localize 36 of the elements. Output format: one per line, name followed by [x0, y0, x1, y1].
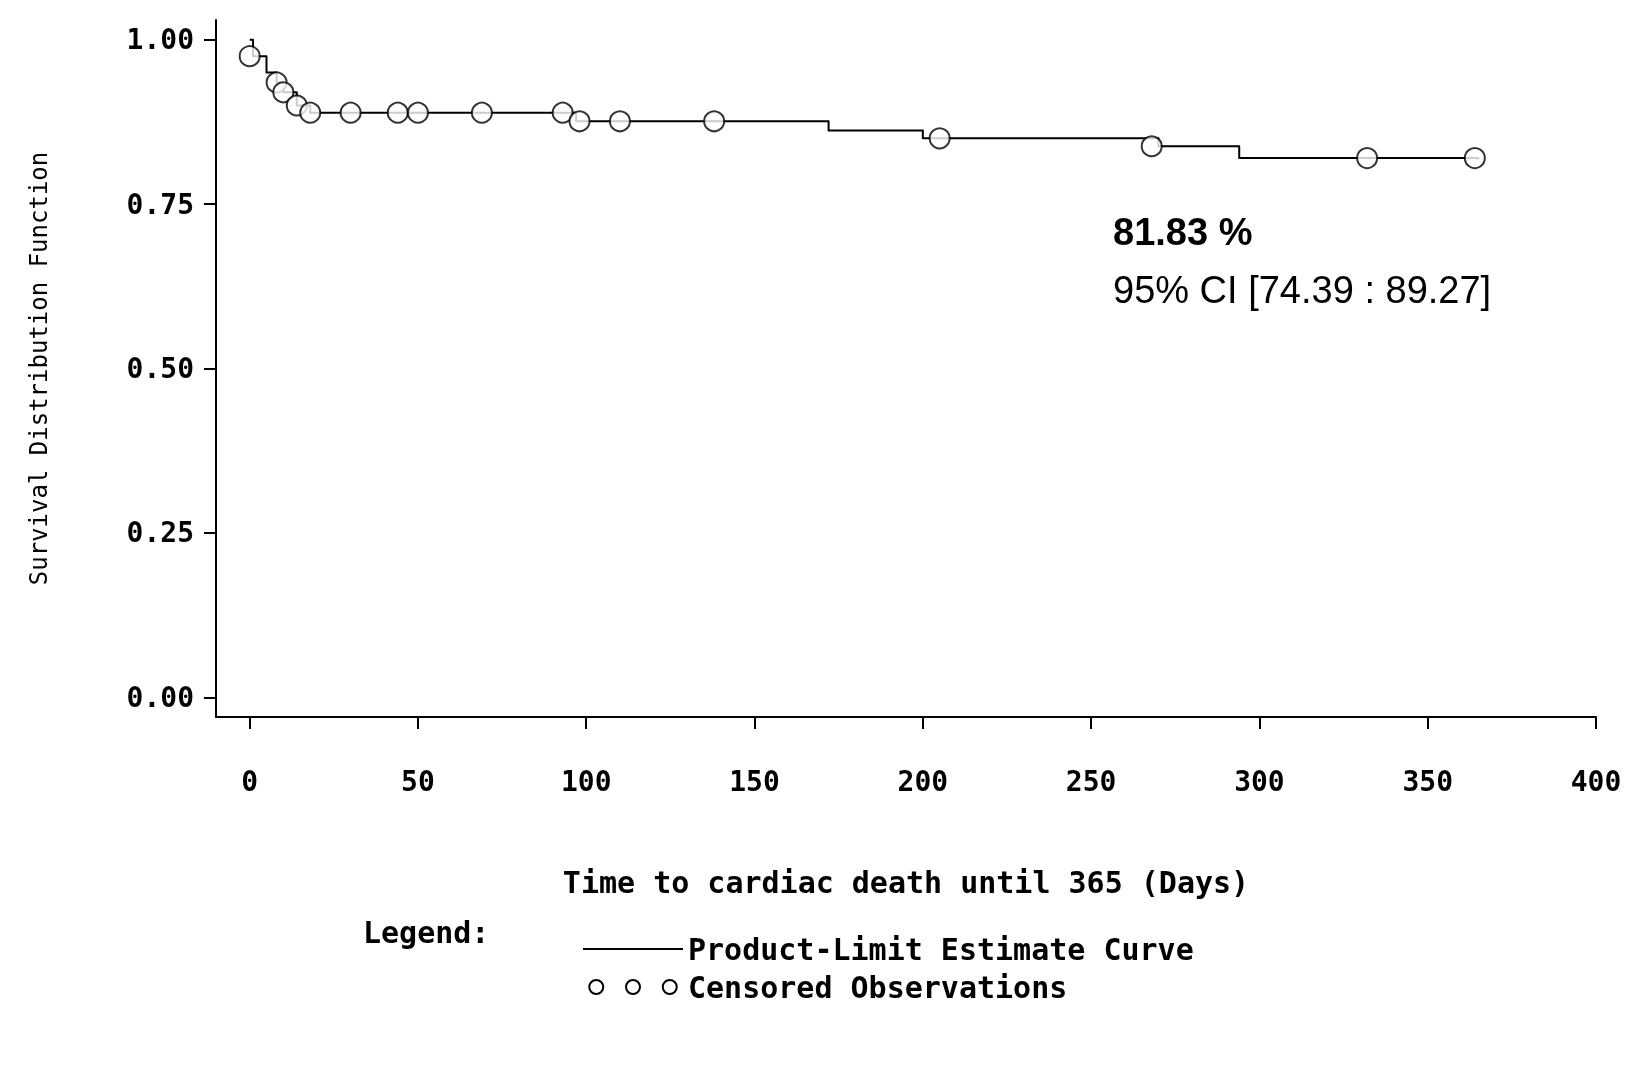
- point: [928, 127, 951, 150]
- annotation: 81.83 %: [1113, 211, 1253, 253]
- y-tick-label: 0.50: [126, 352, 194, 385]
- point: [299, 101, 322, 124]
- point: [551, 101, 574, 124]
- point: [1140, 135, 1163, 158]
- x-tick-label: 0: [241, 764, 259, 798]
- x-tick-label: 250: [1065, 764, 1117, 798]
- legend-label: Product-Limit Estimate Curve: [688, 931, 1194, 967]
- legend-title: Legend:: [363, 914, 490, 950]
- x-tick-label: 300: [1234, 764, 1285, 798]
- point: [1356, 147, 1379, 170]
- point: [608, 110, 631, 133]
- y-tick-label: 0.75: [126, 187, 194, 221]
- x-tick-label: 150: [729, 764, 780, 798]
- x-tick-label: 400: [1570, 764, 1622, 798]
- x-tick-label: 200: [897, 764, 949, 798]
- point: [568, 110, 591, 133]
- x-tick-label: 350: [1402, 764, 1453, 798]
- x-tick-label: 100: [560, 764, 612, 798]
- point: [470, 101, 493, 124]
- y-tick-label: 1.00: [126, 23, 194, 57]
- point: [272, 81, 295, 104]
- y-tick-label: 0.00: [126, 680, 194, 714]
- point: [339, 101, 362, 124]
- legend-label: Censored Observations: [688, 969, 1068, 1005]
- y-tick-label: 0.25: [126, 516, 194, 550]
- point: [238, 45, 261, 68]
- x-tick-label: 50: [401, 764, 435, 798]
- annotation: 95% CI [74.39 : 89.27]: [1113, 269, 1492, 311]
- point: [406, 101, 429, 124]
- x-axis-title: Time to cardiac death until 365 (Days): [562, 864, 1250, 900]
- point: [1463, 147, 1486, 170]
- point: [386, 101, 409, 124]
- point: [703, 110, 726, 133]
- y-axis-title: Survival Distribution Function: [25, 151, 53, 586]
